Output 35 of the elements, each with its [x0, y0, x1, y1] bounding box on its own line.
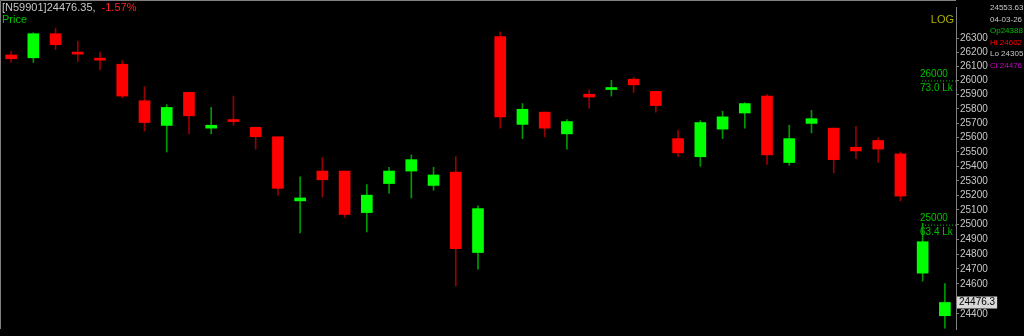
y-tick-label: 25400 [960, 160, 989, 172]
y-tick-label: 25100 [960, 203, 989, 215]
y-tick-label: 25800 [960, 102, 989, 114]
candlestick [94, 51, 106, 71]
text: 24553.63 [990, 3, 1024, 13]
annotation: 25000 [920, 212, 949, 224]
y-tick-label: 26300 [960, 32, 989, 44]
candlestick [850, 125, 862, 159]
y-tick-label: 25700 [960, 116, 989, 128]
y-tick-label: 25900 [960, 88, 989, 100]
y-tick-label: 24900 [960, 233, 989, 245]
y-tick-label: 24800 [960, 247, 989, 259]
text: Op24388 [990, 26, 1024, 36]
y-tick-label: 24600 [960, 277, 989, 289]
text: 24476.3 [959, 296, 996, 308]
y-tick-label: 24400 [960, 307, 989, 319]
annotation: 26000 [920, 68, 949, 80]
y-tick-label: 25000 [960, 218, 989, 230]
y-tick-label: 25300 [960, 174, 989, 186]
y-tick-label: 25200 [960, 189, 989, 201]
ref-line-label: 73.0 Lk [920, 82, 954, 94]
chart-subtitle: -1.57% [101, 0, 137, 13]
y-tick-label: 25500 [960, 145, 989, 157]
text: Cl 24476 [990, 60, 1023, 70]
text: Lo 24305 [990, 49, 1024, 59]
text: Hi 24602 [990, 37, 1023, 47]
text: 04-03-26 [990, 14, 1023, 24]
y-tick-label: 24700 [960, 262, 989, 274]
annotation: Price [2, 12, 28, 25]
chart-title: [N59901]24476.35, [2, 0, 96, 13]
y-tick-label: 25600 [960, 131, 989, 143]
y-tick-label: 26200 [960, 46, 989, 58]
annotation: LOG [930, 12, 954, 25]
y-tick-label: 26000 [960, 74, 989, 86]
y-tick-label: 26100 [960, 60, 989, 72]
